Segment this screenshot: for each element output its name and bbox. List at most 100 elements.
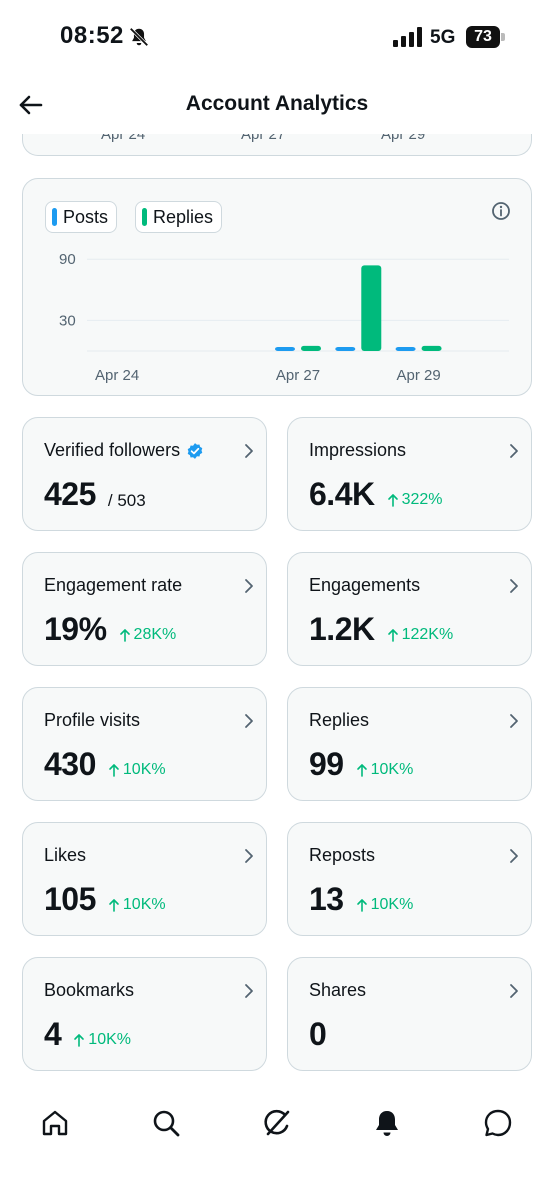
arrow-up-icon bbox=[109, 764, 119, 777]
notifications-bell-icon[interactable] bbox=[370, 1106, 404, 1140]
metric-card[interactable]: Bookmarks 4 10K% bbox=[22, 957, 267, 1071]
metric-delta-text: 10K% bbox=[88, 1031, 131, 1048]
metric-value: 425 bbox=[44, 476, 96, 512]
bar-replies bbox=[361, 265, 382, 351]
legend-replies-swatch bbox=[142, 208, 147, 226]
metric-card[interactable]: Engagement rate 19% 28K% bbox=[22, 552, 267, 666]
home-icon[interactable] bbox=[38, 1106, 72, 1140]
metric-card[interactable]: Engagements 1.2K 122K% bbox=[287, 552, 532, 666]
posts-replies-chart-card: 30 90 Apr 24 Apr 27 Apr 29 Posts Replies bbox=[22, 178, 532, 396]
metric-delta: 122K% bbox=[387, 626, 454, 644]
arrow-up-icon bbox=[109, 899, 119, 912]
metric-label: Bookmarks bbox=[44, 980, 134, 1001]
chevron-right-icon bbox=[510, 984, 518, 998]
metric-label: Profile visits bbox=[44, 710, 140, 731]
bar-posts bbox=[395, 347, 416, 351]
metric-label-text: Engagements bbox=[309, 575, 421, 595]
network-type: 5G bbox=[430, 27, 456, 48]
bar-chart: 30 90 Apr 24 Apr 27 Apr 29 bbox=[59, 251, 509, 384]
metric-delta: 322% bbox=[387, 491, 443, 509]
metric-card[interactable]: Profile visits 430 10K% bbox=[22, 687, 267, 801]
bar-posts bbox=[275, 347, 295, 351]
x-tick-label: Apr 24 bbox=[95, 367, 139, 384]
metric-card[interactable]: Replies 99 10K% bbox=[287, 687, 532, 801]
metric-delta: 10K% bbox=[356, 896, 414, 914]
metric-label-text: Shares bbox=[309, 980, 367, 1000]
metric-value: 6.4K bbox=[309, 476, 375, 512]
metric-label-text: Bookmarks bbox=[44, 980, 135, 1000]
arrow-left-icon[interactable] bbox=[16, 90, 46, 120]
legend-replies[interactable]: Replies bbox=[135, 201, 223, 233]
metric-label: Engagement rate bbox=[44, 575, 182, 596]
metric-label: Verified followers bbox=[44, 440, 204, 461]
metric-label-text: Verified followers bbox=[44, 440, 181, 460]
legend-posts[interactable]: Posts bbox=[45, 201, 118, 233]
legend-replies-label: Replies bbox=[153, 206, 214, 227]
chevron-right-icon bbox=[245, 849, 253, 863]
metric-delta-text: 10K% bbox=[122, 896, 166, 913]
metric-label: Replies bbox=[309, 710, 369, 731]
legend-posts-swatch bbox=[52, 208, 57, 226]
metric-delta: 10K% bbox=[73, 1031, 131, 1049]
metric-label-text: Engagement rate bbox=[44, 575, 183, 595]
signal-bars-icon bbox=[393, 27, 422, 47]
metric-label: Likes bbox=[44, 845, 86, 866]
metric-delta: 10K% bbox=[356, 761, 413, 779]
info-circle-icon[interactable] bbox=[491, 201, 511, 221]
chevron-right-icon bbox=[510, 579, 518, 593]
header: Account Analytics bbox=[0, 78, 554, 134]
metric-delta: 28K% bbox=[119, 626, 177, 644]
metric-card[interactable]: Likes 105 10K% bbox=[22, 822, 267, 936]
metric-label: Impressions bbox=[309, 440, 406, 461]
metric-value: 4 bbox=[44, 1016, 62, 1052]
arrow-up-icon bbox=[119, 629, 130, 642]
chevron-right-icon bbox=[510, 714, 518, 728]
metric-label-text: Replies bbox=[309, 710, 370, 730]
x-tick-label: Apr 29 bbox=[396, 367, 440, 384]
arrow-up-icon bbox=[74, 1034, 85, 1047]
metric-value: 13 bbox=[309, 881, 344, 917]
metric-delta-text: 10K% bbox=[370, 896, 414, 913]
metric-delta: 10K% bbox=[108, 761, 166, 779]
metric-label-text: Reposts bbox=[309, 845, 376, 865]
bottom-nav bbox=[0, 1086, 554, 1200]
status-bar: 08:52 5G 73 bbox=[0, 0, 554, 78]
chevron-right-icon bbox=[245, 714, 253, 728]
metric-value: 0 bbox=[309, 1016, 327, 1052]
search-icon[interactable] bbox=[149, 1106, 183, 1140]
x-tick-label: Apr 27 bbox=[276, 367, 320, 384]
verified-badge-icon bbox=[187, 442, 203, 459]
chevron-right-icon bbox=[510, 849, 518, 863]
metric-card[interactable]: Shares 0 bbox=[287, 957, 532, 1071]
grok-icon[interactable] bbox=[260, 1106, 294, 1140]
bar-replies bbox=[301, 345, 321, 351]
metric-delta-text: 10K% bbox=[122, 761, 166, 778]
metric-card[interactable]: Verified followers 425 / 503 bbox=[22, 417, 267, 531]
chevron-right-icon bbox=[245, 444, 253, 458]
chevron-right-icon bbox=[245, 984, 253, 998]
metric-delta-text: 28K% bbox=[133, 626, 177, 643]
metric-label: Engagements bbox=[309, 575, 420, 596]
metric-card[interactable]: Reposts 13 10K% bbox=[287, 822, 532, 936]
metric-delta-text: 122K% bbox=[401, 626, 454, 643]
metric-label-text: Likes bbox=[44, 845, 87, 865]
metric-total: / 503 bbox=[107, 491, 146, 510]
metric-label: Shares bbox=[309, 980, 366, 1001]
bar-replies bbox=[421, 345, 442, 351]
arrow-up-icon bbox=[387, 629, 398, 642]
bell-slash-icon bbox=[129, 27, 149, 47]
arrow-up-icon bbox=[387, 494, 398, 507]
battery-icon: 73 bbox=[466, 26, 506, 48]
messages-icon[interactable] bbox=[481, 1106, 515, 1140]
metric-value: 105 bbox=[44, 881, 96, 917]
page-title: Account Analytics bbox=[185, 92, 369, 115]
metric-label: Reposts bbox=[309, 845, 375, 866]
metric-delta: 10K% bbox=[108, 896, 166, 914]
battery-tip bbox=[501, 33, 505, 41]
legend-posts-label: Posts bbox=[63, 206, 109, 227]
metric-card[interactable]: Impressions 6.4K 322% bbox=[287, 417, 532, 531]
bar-posts bbox=[335, 347, 356, 351]
metric-label-text: Impressions bbox=[309, 440, 407, 460]
metric-value: 430 bbox=[44, 746, 96, 782]
status-time: 08:52 bbox=[60, 22, 124, 49]
